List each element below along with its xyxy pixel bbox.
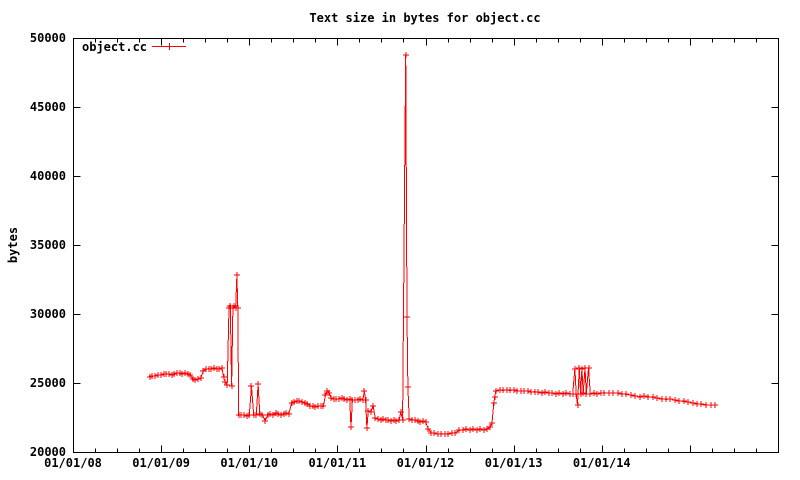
y-axis-tick-label: 40000	[30, 169, 66, 183]
x-axis-tick-label: 01/01/09	[132, 456, 190, 470]
x-axis-tick-label: 01/01/08	[44, 456, 102, 470]
data-series-plus-markers	[147, 52, 718, 437]
data-series	[147, 52, 718, 437]
y-axis-label: bytes	[6, 227, 20, 263]
axis-tick-labels: 01/01/08 01/01/09 01/01/10 01/01/11 01/01/12…	[30, 31, 631, 470]
y-axis-tick-label: 35000	[30, 238, 66, 252]
plot-axes	[73, 38, 779, 453]
y-axis-tick-label: 45000	[30, 100, 66, 114]
x-axis-tick-label: 01/01/14	[573, 456, 631, 470]
y-axis-tick-label: 50000	[30, 31, 66, 45]
legend-series-label: object.cc	[82, 40, 147, 54]
legend: object.cc	[82, 40, 186, 54]
y-axis-tick-label: 20000	[30, 445, 66, 459]
x-axis-tick-label: 01/01/10	[220, 456, 278, 470]
x-axis-tick-label: 01/01/12	[397, 456, 455, 470]
x-axis-tick-label: 01/01/11	[308, 456, 366, 470]
y-axis-tick-label: 25000	[30, 376, 66, 390]
chart-title: Text size in bytes for object.cc	[309, 11, 540, 25]
y-axis-tick-label: 30000	[30, 307, 66, 321]
legend-plus-marker-icon	[165, 43, 173, 50]
plot-border-and-ticks	[73, 38, 779, 453]
x-axis-tick-label: 01/01/13	[485, 456, 543, 470]
data-series-line	[149, 54, 715, 435]
